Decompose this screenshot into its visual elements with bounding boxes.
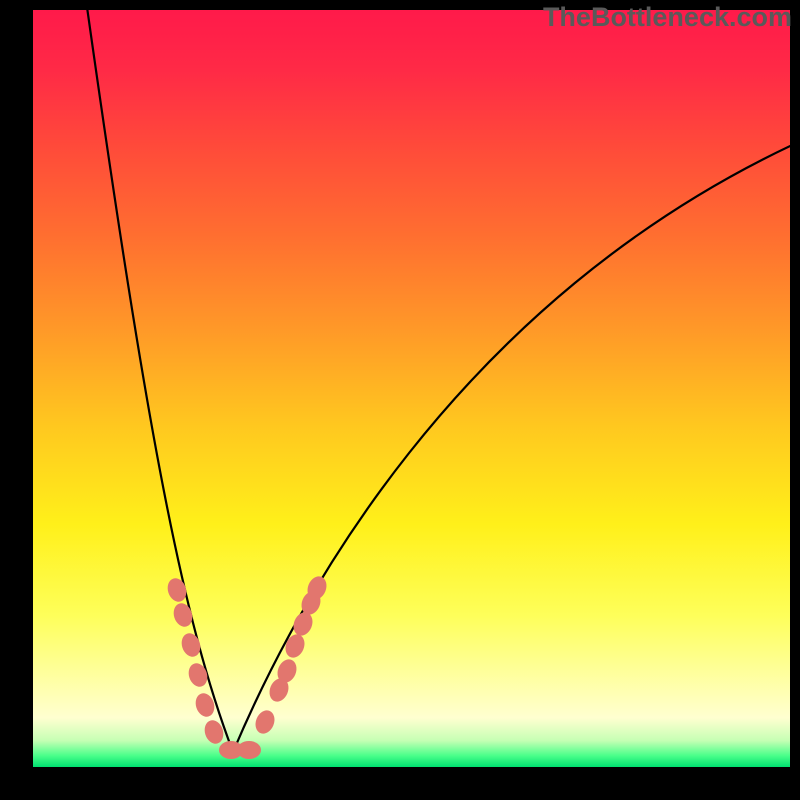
- curve-marker: [165, 576, 190, 604]
- curve-marker: [186, 661, 211, 689]
- curve-marker: [237, 741, 261, 759]
- curve-marker: [179, 631, 204, 659]
- curve-marker: [282, 632, 308, 661]
- curve-marker: [171, 601, 196, 629]
- watermark-text: TheBottleneck.com: [543, 2, 792, 33]
- curve-marker: [252, 708, 278, 737]
